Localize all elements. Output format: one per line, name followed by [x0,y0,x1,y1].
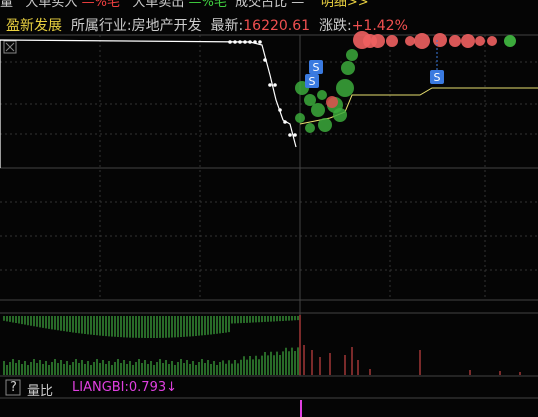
avg-line [299,87,538,125]
bubble [304,94,316,106]
price-dot [293,133,297,137]
top-item: —%毛 [188,0,227,10]
top-item: — [291,0,305,10]
marker[interactable] [305,74,319,88]
header: 盈新发展 所属行业:房地产开发 最新:16220.61 涨跌:+1.42% [6,15,408,35]
industry: 房地产开发 [131,18,202,34]
price-dot [283,120,287,124]
price-dot [238,40,242,44]
bubble [461,34,475,48]
marker[interactable] [309,60,323,74]
bubble [333,108,347,122]
bubble [405,36,415,46]
top-item: —%毛 [81,0,120,10]
marker-label: S [309,75,316,88]
bubble [487,36,497,46]
price-dot [273,83,277,87]
marker-label: S [434,71,441,84]
bubble [341,61,355,75]
price-dot [268,83,272,87]
bubble [318,118,332,132]
change-label: 涨跌: [318,18,352,34]
price-dot [263,58,267,62]
grid [0,35,538,300]
help: ? [10,380,17,395]
bubble [414,33,430,49]
price-dot [288,133,292,137]
change: +1.42% [351,18,408,34]
industry-label: 所属行业: [70,18,132,34]
bubble [363,34,377,48]
bubble [346,49,358,61]
price-dot [228,40,232,44]
price-dot [258,40,262,44]
price-dot [233,40,237,44]
bubble [386,35,398,47]
indicator-text: LIANGBI:0.793 [72,380,167,395]
top-bar: 量 大单买入 —%毛 大单卖出 —%毛 成交占比 — 明细>> [0,0,369,10]
help-box[interactable] [5,379,21,396]
close-box[interactable] [3,40,17,54]
price-dot [248,40,252,44]
close-icon [5,42,15,52]
top-item: 大单卖出 [132,0,185,10]
bubbles [295,31,516,133]
volume-bars [3,315,521,375]
bubble [504,35,516,47]
bubble [475,36,485,46]
bubble [433,33,447,47]
stock-name: 盈新发展 [6,18,62,34]
marker[interactable] [430,70,444,84]
price-line [0,39,297,168]
frame [0,34,538,399]
price-dot [278,108,282,112]
price-dot [243,40,247,44]
latest-label: 最新: [210,18,244,34]
latest: 16220.61 [243,18,311,34]
bubble [336,79,354,97]
bubble [295,113,305,123]
bubble [449,35,461,47]
top-item: 大单买入 [25,0,78,10]
indicator-arrow: ↓ [166,380,178,395]
indicator-name: 量比 [27,384,54,399]
bubble [317,90,327,100]
bubble [326,96,338,108]
price-dot [253,40,257,44]
marker-label: S [313,61,320,74]
indicator-value: LIANGBI:0.793↓ [72,380,177,395]
top-item: 成交占比 [235,0,288,10]
top-item: 量 [0,0,14,10]
price-dots [228,40,297,137]
top-item[interactable]: 明细>> [320,0,369,10]
bubble [311,103,325,117]
bubble [305,123,315,133]
